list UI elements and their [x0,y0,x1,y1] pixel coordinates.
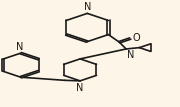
Text: N: N [84,2,91,12]
Text: N: N [127,50,134,59]
Text: N: N [76,82,84,93]
Text: O: O [132,33,140,43]
Text: N: N [16,42,23,52]
